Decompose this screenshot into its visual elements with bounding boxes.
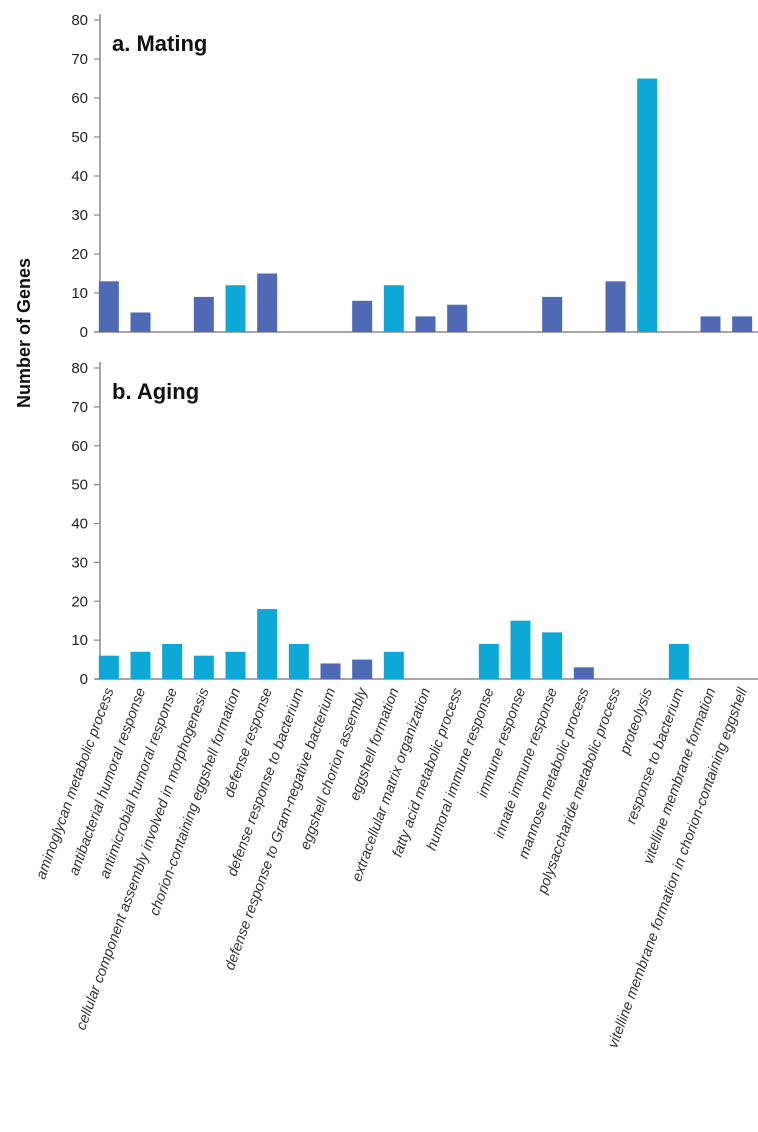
bar-aging-10: [383, 651, 404, 679]
y-tick-label: 10: [71, 632, 88, 649]
bar-aging-14: [510, 620, 531, 679]
bar-aging-5: [225, 651, 246, 679]
bar-mating-9: [352, 300, 373, 332]
y-tick-label: 70: [71, 51, 88, 68]
bar-aging-2: [130, 651, 151, 679]
y-tick-label: 0: [80, 671, 88, 688]
bar-aging-3: [162, 644, 183, 679]
y-tick-label: 40: [71, 516, 88, 533]
bar-mating-5: [225, 285, 246, 332]
bar-aging-16: [573, 667, 594, 679]
category-labels: aminoglycan metabolic processantibacteri…: [33, 685, 751, 1050]
bar-aging-8: [320, 663, 341, 679]
bar-mating-20: [700, 316, 721, 332]
bar-mating-17: [605, 281, 626, 332]
y-tick-label: 50: [71, 129, 88, 146]
bar-mating-11: [415, 316, 436, 332]
bar-mating-18: [637, 78, 658, 332]
bar-mating-4: [193, 296, 214, 332]
y-tick-label: 50: [71, 477, 88, 494]
bar-mating-15: [542, 296, 563, 332]
y-tick-label: 80: [71, 12, 88, 29]
bar-mating-1: [98, 281, 119, 332]
bar-aging-9: [352, 659, 373, 679]
y-tick-label: 30: [71, 207, 88, 224]
bar-mating-2: [130, 312, 151, 332]
bar-mating-12: [447, 304, 468, 332]
y-tick-label: 70: [71, 399, 88, 416]
y-tick-label: 20: [71, 593, 88, 610]
bar-mating-10: [383, 285, 404, 332]
bar-mating-21: [732, 316, 753, 332]
bar-aging-15: [542, 632, 563, 679]
bar-aging-13: [478, 644, 499, 679]
bar-aging-4: [193, 655, 214, 679]
y-tick-label: 60: [71, 438, 88, 455]
y-axis-title: Number of Genes: [14, 258, 34, 408]
bar-aging-1: [98, 655, 119, 679]
bar-mating-6: [257, 273, 278, 332]
bar-aging-6: [257, 609, 278, 679]
y-tick-label: 20: [71, 246, 88, 263]
panel-title: b. Aging: [112, 379, 199, 404]
panel-title: a. Mating: [112, 31, 207, 56]
bar-aging-7: [288, 644, 309, 679]
y-tick-label: 80: [71, 360, 88, 377]
bar-aging-19: [668, 644, 689, 679]
y-tick-label: 0: [80, 324, 88, 341]
y-tick-label: 30: [71, 554, 88, 571]
y-tick-label: 10: [71, 285, 88, 302]
panel-aging: 0 10 20 30 40 50 60 70 80 b. Aging: [71, 360, 758, 688]
y-tick-label: 60: [71, 90, 88, 107]
panel-mating: 0 10 20 30 40 50 60 70 80 a. Mating: [71, 12, 758, 341]
y-tick-label: 40: [71, 168, 88, 185]
